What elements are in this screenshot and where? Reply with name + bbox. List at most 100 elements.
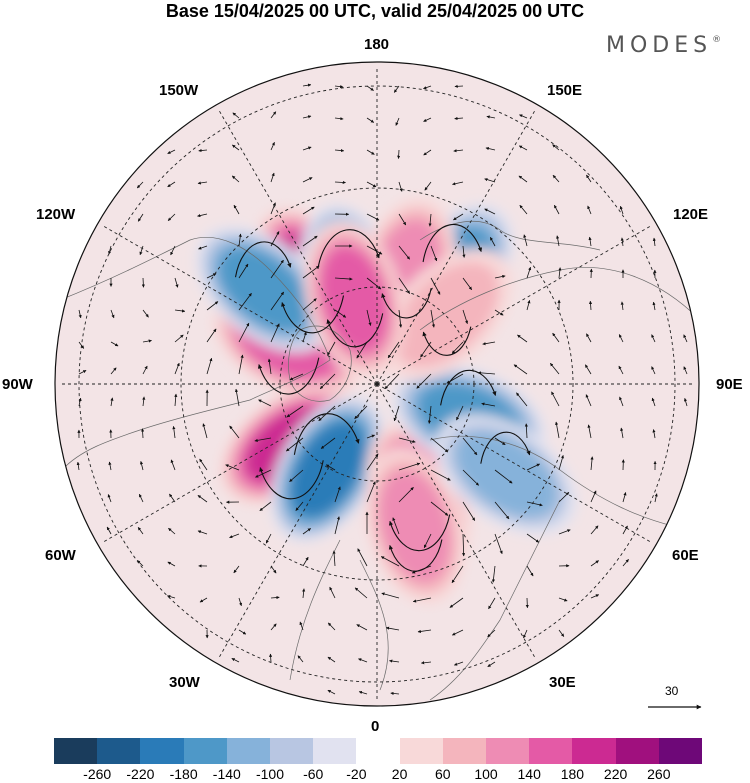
wind-arrow — [302, 83, 312, 87]
wind-arrow — [519, 114, 528, 119]
wind-arrow — [299, 621, 304, 631]
wind-arrow — [76, 461, 80, 471]
wind-arrow — [358, 658, 368, 663]
wind-arrow — [259, 501, 272, 512]
wind-arrow — [289, 469, 304, 483]
wind-arrow — [487, 661, 496, 668]
colorbar-tick-label: -180 — [169, 766, 198, 782]
streamline-4 — [259, 460, 324, 500]
wind-arrow — [334, 148, 345, 153]
streamline-8 — [440, 369, 497, 406]
streamline-5 — [293, 413, 360, 455]
wind-arrow — [206, 273, 217, 279]
wind-arrow — [551, 391, 560, 407]
colorbar-tick-label: 260 — [647, 766, 671, 782]
wind-arrow — [481, 402, 496, 407]
wind-arrow — [652, 301, 656, 311]
wind-arrow — [167, 181, 176, 188]
wind-arrow — [420, 661, 432, 665]
wind-arrow — [558, 492, 570, 503]
wind-arrow — [553, 204, 560, 215]
wind-arrow — [491, 565, 496, 583]
wind-arrow — [366, 481, 376, 503]
wind-arrow — [398, 309, 403, 328]
wind-arrow — [590, 560, 599, 567]
wind-arrow — [487, 629, 496, 638]
wind-arrow — [462, 501, 476, 521]
registered-mark: ® — [712, 35, 722, 45]
wind-arrow — [356, 341, 368, 359]
wind-arrow — [618, 334, 624, 343]
meridian-line — [218, 110, 378, 385]
chart-title: Base 15/04/2025 00 UTC, valid 25/04/2025… — [165, 1, 585, 21]
wind-arrow — [270, 565, 277, 574]
wind-arrow — [385, 626, 400, 631]
colorbar-swatch-6 — [313, 738, 357, 764]
wind-arrow — [174, 393, 178, 407]
colorbar-tick-label: 60 — [435, 766, 451, 782]
wind-arrow — [453, 213, 464, 221]
wind-arrow — [517, 334, 528, 343]
wind-arrow — [397, 149, 401, 159]
colorbar-tick-labels: -260 -220 -180 -140 -100 -60 -20 20 60 100 140 180 2… — [54, 766, 702, 782]
wind-arrow — [619, 205, 624, 215]
wind-arrow — [393, 85, 400, 93]
wind-arrow — [462, 533, 466, 557]
wind-arrow — [172, 425, 176, 439]
wind-arrow — [494, 437, 506, 446]
wind-arrow — [197, 181, 208, 185]
wind-arrow — [622, 559, 629, 567]
wind-arrow — [654, 493, 658, 503]
colorbar-tick-label: -260 — [83, 766, 112, 782]
wind-arrow — [652, 429, 656, 439]
wind-arrow — [390, 691, 400, 696]
wind-arrow — [683, 366, 688, 375]
colorbar-tick-label: 180 — [560, 766, 585, 782]
wind-arrow — [389, 659, 400, 663]
wind-arrow — [556, 235, 560, 247]
wind-arrow — [558, 267, 562, 279]
lon-label-0: 0 — [371, 718, 380, 735]
wind-arrow — [552, 174, 560, 183]
meridian-line — [218, 383, 378, 658]
lon-label-60e: 60E — [672, 547, 699, 564]
lon-label-180: 180 — [364, 36, 390, 53]
wind-arrow — [454, 116, 464, 121]
wind-arrow — [142, 396, 146, 407]
wind-arrow — [590, 490, 597, 503]
streamline-7 — [388, 539, 443, 572]
wind-arrow — [302, 146, 312, 151]
wind-arrow — [302, 177, 313, 183]
wind-arrow — [258, 399, 272, 407]
wind-arrow — [110, 397, 114, 407]
wind-arrow — [297, 655, 304, 663]
wind-arrow — [255, 469, 272, 478]
wind-arrow — [558, 629, 565, 637]
wind-arrow — [549, 363, 560, 375]
wind-arrow — [494, 309, 504, 316]
wind-arrow — [254, 437, 272, 442]
wind-arrow — [170, 459, 176, 471]
wind-arrow — [523, 234, 528, 247]
wind-arrow — [198, 148, 208, 153]
wind-arrow — [558, 454, 564, 471]
streamline-3 — [234, 241, 292, 278]
wind-arrow — [619, 396, 624, 407]
wind-arrow — [523, 629, 528, 639]
wind-arrow — [78, 370, 87, 375]
wind-arrow — [393, 405, 400, 422]
wind-arrow — [356, 624, 368, 631]
colorbar-swatch-13 — [615, 738, 659, 764]
wind-arrow — [590, 594, 600, 599]
wind-arrow — [366, 245, 383, 255]
wind-arrow — [462, 277, 473, 290]
colorbar-tick-label: 100 — [474, 766, 498, 782]
wind-arrow — [424, 181, 432, 191]
anomaly-contour-3-3 — [218, 247, 310, 331]
streamline-2 — [317, 229, 380, 269]
wind-arrow — [485, 146, 496, 151]
wind-arrow — [270, 259, 284, 279]
wind-arrow — [384, 373, 400, 390]
colorbar-tick-label: 20 — [391, 766, 408, 782]
colorbar-tick-label: 220 — [603, 766, 628, 782]
